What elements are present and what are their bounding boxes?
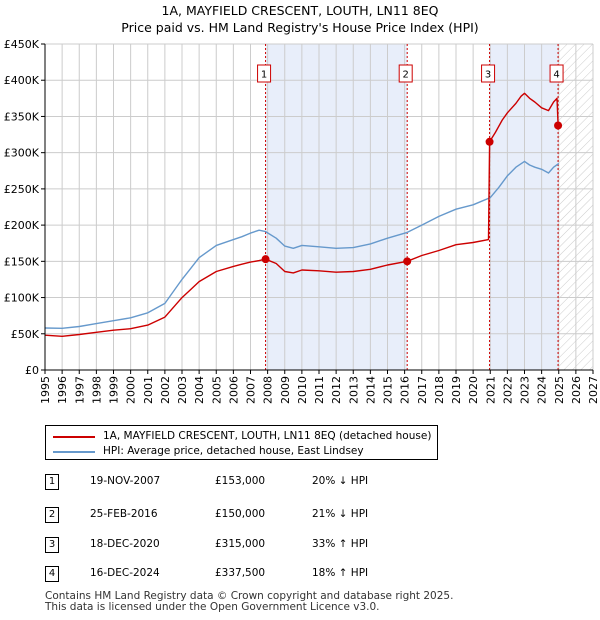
- x-tick-label: 2026: [570, 376, 583, 404]
- x-tick-label: 2002: [159, 376, 172, 404]
- footer-copyright: Contains HM Land Registry data © Crown c…: [45, 590, 454, 602]
- sale-number: 2: [45, 507, 59, 523]
- x-tick-label: 1997: [73, 376, 86, 404]
- y-tick-label: £350K: [4, 110, 40, 123]
- x-tick-label: 1998: [90, 376, 103, 404]
- table-row: 2 25-FEB-2016 £150,000 21% ↓ HPI: [0, 507, 600, 527]
- sale-number: 4: [45, 566, 59, 582]
- table-row: 4 16-DEC-2024 £337,500 18% ↑ HPI: [0, 566, 600, 586]
- legend-label-hpi: HPI: Average price, detached house, East…: [103, 445, 364, 457]
- sale-hpi-diff: 21% ↓ HPI: [312, 508, 369, 520]
- x-tick-label: 2025: [553, 376, 566, 404]
- sale-price: £315,000: [215, 538, 266, 550]
- hpi-line: [44, 160, 560, 329]
- y-tick-label: £100K: [4, 292, 40, 305]
- legend-swatch-property: [53, 436, 95, 438]
- x-tick-label: 2014: [364, 376, 377, 404]
- chart: 1 2 3 4 £0 £50K £100K £150K £200K £250K £300K £350…: [4, 38, 600, 404]
- x-tick-label: 2020: [467, 376, 480, 404]
- y-tick-label: £400K: [4, 74, 40, 87]
- x-tick-label: 2018: [433, 376, 446, 404]
- x-tick-label: 2010: [296, 376, 309, 404]
- x-tick-label: 2019: [450, 376, 463, 404]
- sale-marker-box: [257, 64, 272, 83]
- x-tick-label: 2006: [227, 376, 240, 404]
- table-row: 3 18-DEC-2020 £315,000 33% ↑ HPI: [0, 537, 600, 557]
- x-tick-label: 2003: [176, 376, 189, 404]
- legend: 1A, MAYFIELD CRESCENT, LOUTH, LN11 8EQ (…: [45, 425, 438, 460]
- x-tick-label: 2000: [125, 376, 138, 404]
- sale-marker-label: 1: [261, 70, 267, 81]
- sale-marker-label: 2: [403, 70, 409, 81]
- legend-swatch-hpi: [53, 451, 95, 453]
- x-tick-label: 2016: [399, 376, 412, 404]
- y-tick-label: £0: [25, 364, 39, 377]
- y-tick-label: £200K: [4, 219, 40, 232]
- x-tick-label: 2011: [313, 376, 326, 404]
- x-tick-label: 2027: [587, 376, 600, 404]
- y-tick-label: £250K: [4, 183, 40, 196]
- x-tick-label: 2024: [536, 376, 549, 404]
- x-tick-label: 2008: [262, 376, 275, 404]
- x-tick-label: 1996: [56, 376, 69, 404]
- footer-licence: This data is licensed under the Open Gov…: [45, 601, 380, 613]
- sale-marker-label: 4: [553, 70, 559, 81]
- sale-hpi-diff: 18% ↑ HPI: [312, 567, 369, 579]
- sale-marker-label: 3: [485, 70, 491, 81]
- y-tick-label: £50K: [11, 328, 40, 341]
- sale-point: [554, 121, 563, 130]
- shaded-period: [489, 44, 559, 370]
- sale-marker-box: [398, 64, 413, 83]
- sale-date: 25-FEB-2016: [90, 508, 158, 520]
- x-tick-label: 2013: [347, 376, 360, 404]
- sale-point: [261, 255, 270, 264]
- sale-hpi-diff: 20% ↓ HPI: [312, 475, 369, 487]
- property-price-line: [44, 92, 559, 337]
- x-tick-label: 2021: [484, 376, 497, 404]
- y-tick-label: £450K: [4, 38, 40, 51]
- x-tick-label: 2017: [416, 376, 429, 404]
- sale-date: 19-NOV-2007: [90, 475, 161, 487]
- x-tick-label: 2012: [330, 376, 343, 404]
- sale-hpi-diff: 33% ↑ HPI: [312, 538, 369, 550]
- chart-subtitle: Price paid vs. HM Land Registry's House …: [121, 20, 479, 35]
- x-tick-label: 2004: [193, 376, 206, 404]
- sale-number: 1: [45, 474, 59, 490]
- x-tick-label: 2015: [382, 376, 395, 404]
- y-tick-label: £300K: [4, 147, 40, 160]
- x-tick-label: 2009: [279, 376, 292, 404]
- sale-point: [485, 137, 494, 146]
- sale-point: [403, 257, 412, 266]
- sale-date: 16-DEC-2024: [90, 567, 160, 579]
- x-tick-label: 2005: [210, 376, 223, 404]
- chart-title: 1A, MAYFIELD CRESCENT, LOUTH, LN11 8EQ: [161, 3, 439, 18]
- sale-price: £153,000: [215, 475, 266, 487]
- x-tick-label: 2007: [245, 376, 258, 404]
- sale-price: £150,000: [215, 508, 266, 520]
- sale-marker-box: [481, 64, 496, 83]
- legend-label-property: 1A, MAYFIELD CRESCENT, LOUTH, LN11 8EQ (…: [103, 430, 432, 442]
- sale-date: 18-DEC-2020: [90, 538, 160, 550]
- table-row: 1 19-NOV-2007 £153,000 20% ↓ HPI: [0, 474, 600, 494]
- x-tick-label: 1999: [108, 376, 121, 404]
- x-tick-label: 2022: [501, 376, 514, 404]
- sale-marker-box: [549, 64, 564, 83]
- sale-price: £337,500: [215, 567, 266, 579]
- x-tick-label: 2001: [142, 376, 155, 404]
- x-tick-label: 2023: [519, 376, 532, 404]
- y-tick-label: £150K: [4, 255, 40, 268]
- x-tick-label: 1995: [39, 376, 52, 404]
- sale-number: 3: [45, 537, 59, 553]
